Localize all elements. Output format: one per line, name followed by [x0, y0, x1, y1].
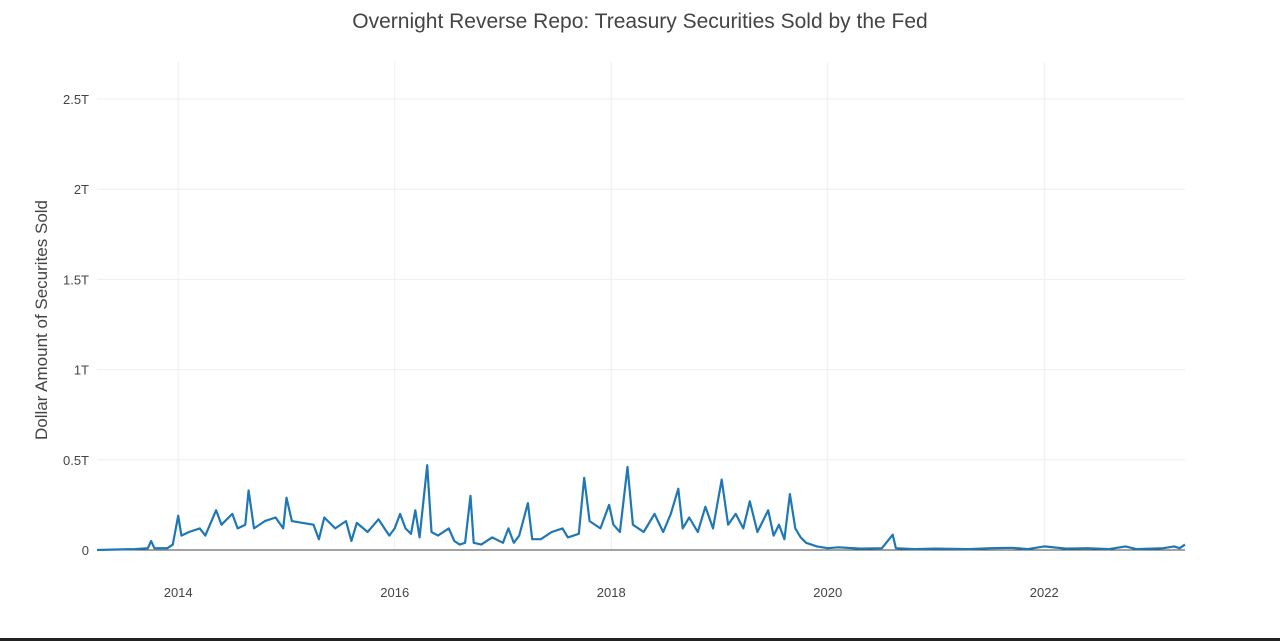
- y-tick-label: 0.5T: [63, 453, 89, 468]
- bottom-rule: [0, 638, 1280, 641]
- x-tick-label: 2016: [380, 585, 409, 600]
- chart-title: Overnight Reverse Repo: Treasury Securit…: [352, 10, 928, 33]
- x-tick-label: 2018: [597, 585, 626, 600]
- gridlines: [97, 62, 1185, 550]
- y-tick-label: 2T: [74, 182, 89, 197]
- y-tick-label: 1.5T: [63, 272, 89, 287]
- y-tick-label: 0: [82, 543, 89, 558]
- series-line-reverse-repo: [96, 464, 1186, 552]
- x-tick-label: 2014: [164, 585, 193, 600]
- x-tick-label: 2020: [813, 585, 842, 600]
- y-axis-ticks: 0 0.5T 1T 1.5T 2T 2.5T: [63, 92, 89, 558]
- y-tick-label: 1T: [74, 363, 89, 378]
- x-axis-ticks: 2014 2016 2018 2020 2022: [164, 585, 1059, 600]
- x-tick-label: 2022: [1030, 585, 1059, 600]
- y-tick-label: 2.5T: [63, 92, 89, 107]
